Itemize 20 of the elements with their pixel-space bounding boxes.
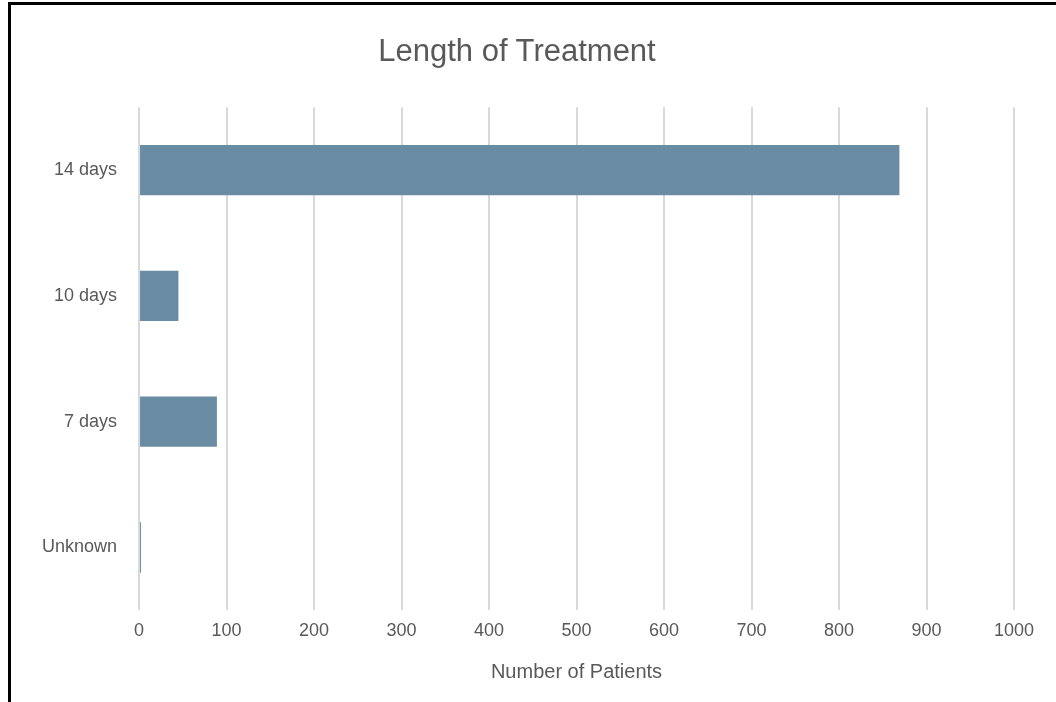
x-tick-label: 400 (474, 620, 505, 641)
x-tick-label: 700 (736, 620, 767, 641)
y-tick-label: 7 days (63, 410, 118, 431)
y-tick-label: 10 days (53, 284, 118, 305)
x-tick-label: 500 (561, 620, 592, 641)
x-tick-label: 200 (299, 620, 330, 641)
x-tick-label: 900 (911, 620, 942, 641)
x-tick-label: 600 (648, 620, 680, 641)
chart-title: Length of Treatment (378, 33, 657, 69)
x-tick-label: 100 (211, 620, 242, 641)
x-tick-label: 800 (823, 620, 855, 641)
bar (140, 270, 179, 322)
bar (140, 144, 900, 196)
x-tick-label: 1000 (993, 620, 1035, 641)
x-tick-label: 0 (134, 620, 145, 641)
x-tick-label: 300 (386, 620, 417, 641)
y-tick-label: 14 days (53, 159, 118, 180)
bar (140, 396, 217, 447)
y-tick-label: Unknown (41, 536, 118, 557)
x-axis-title: Number of Patients (490, 659, 663, 682)
